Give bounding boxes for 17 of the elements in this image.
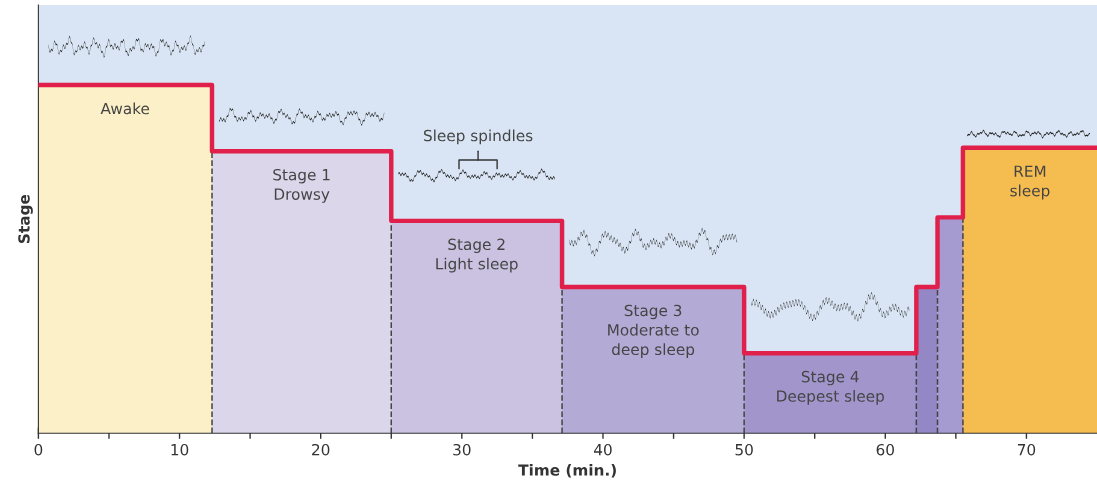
x-tick-label: 60 bbox=[876, 443, 894, 456]
band-label: Stage 2 Light sleep bbox=[436, 238, 518, 273]
x-tick-label: 20 bbox=[312, 443, 330, 456]
annotation: Sleep spindles bbox=[423, 129, 533, 145]
x-tick-label: 40 bbox=[594, 443, 612, 456]
band-label: Awake bbox=[100, 102, 150, 115]
x-tick-label: 50 bbox=[735, 443, 753, 456]
x-tick-label: 0 bbox=[34, 443, 43, 456]
band-label: Stage 3 Moderate to deep sleep bbox=[608, 304, 699, 359]
x-tick-label: 30 bbox=[453, 443, 471, 456]
x-axis-title: Time (min.) bbox=[518, 463, 616, 478]
y-axis-title: Stage bbox=[18, 194, 33, 243]
band-label: Stage 1 Drowsy bbox=[273, 168, 330, 203]
x-tick-label: 70 bbox=[1017, 443, 1036, 456]
band-label: Stage 4 Deepest sleep bbox=[777, 370, 884, 405]
x-tick-label: 10 bbox=[171, 443, 189, 456]
band-label: REM sleep bbox=[1010, 165, 1050, 200]
